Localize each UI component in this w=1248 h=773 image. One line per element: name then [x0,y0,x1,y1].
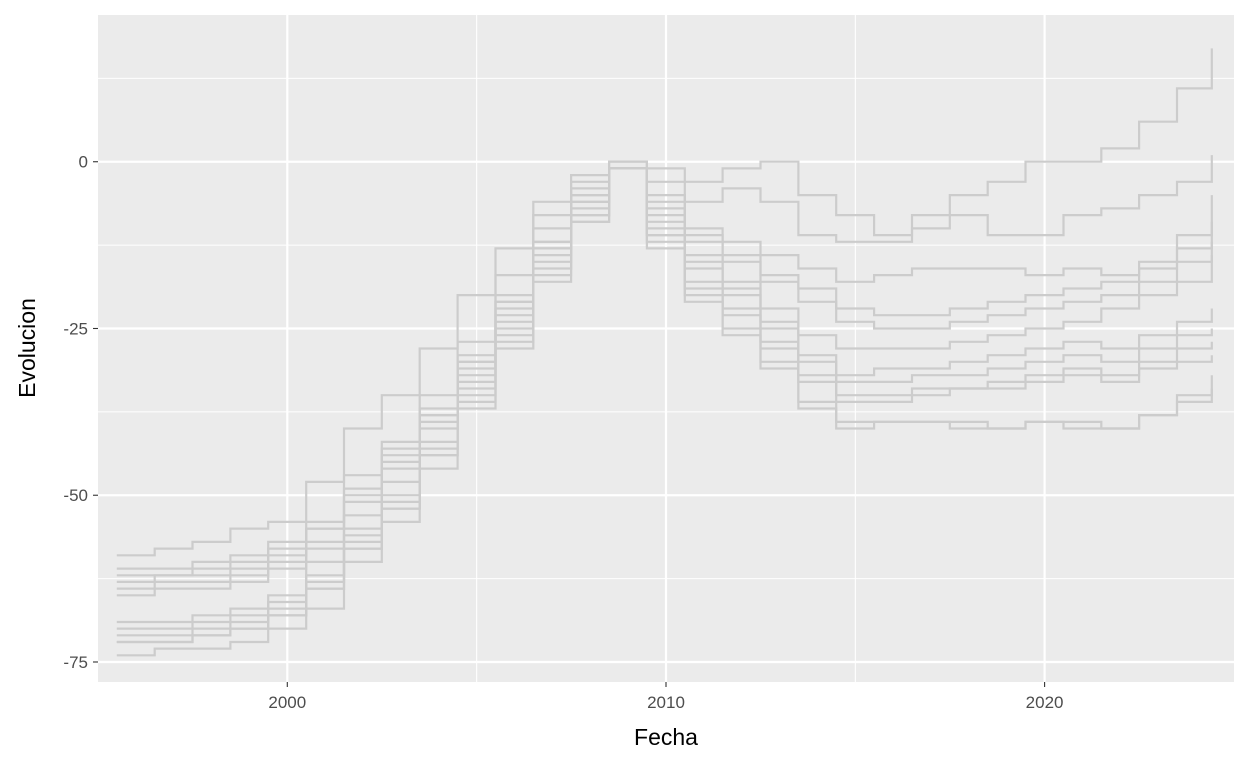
axes: 2000 2010 2020 0 -25 -50 -75 [63,153,1063,712]
series-line-2 [116,155,1213,570]
series-line-12 [116,167,1213,657]
y-tick-label: -75 [63,653,88,672]
x-axis-title: Fecha [634,724,698,750]
series-line-6 [116,167,1213,577]
x-tick-label: 2000 [268,693,306,712]
y-tick-label: -25 [63,319,88,338]
series-line-5 [116,167,1213,597]
y-tick-label: 0 [79,153,88,172]
series-line-7 [116,167,1213,624]
series-group [116,48,1213,657]
series-line-8 [116,167,1213,630]
y-tick-label: -50 [63,486,88,505]
x-tick-label: 2010 [647,693,685,712]
series-line-1 [116,48,1213,557]
y-axis-title: Evolucion [14,298,40,398]
x-tick-label: 2020 [1026,693,1064,712]
series-line-4 [116,167,1213,590]
